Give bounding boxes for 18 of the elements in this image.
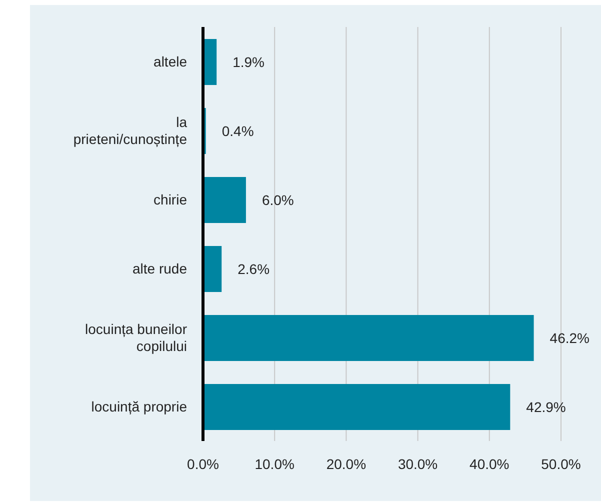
data-label: 1.9% — [232, 54, 265, 70]
data-label: 2.6% — [238, 260, 270, 277]
x-tick-label: 20.0% — [326, 456, 366, 472]
y-tick-label: locuința buneilor copilului — [85, 321, 188, 354]
y-tick-label: alte rude — [132, 260, 188, 276]
y-tick-label: chirie — [154, 192, 188, 208]
x-tick-label: 30.0% — [398, 456, 438, 472]
x-tick-label: 40.0% — [470, 456, 510, 472]
data-label: 42.9% — [526, 398, 566, 415]
y-tick-label: altele — [154, 54, 188, 70]
data-label: 6.0% — [262, 192, 294, 208]
x-tick-label: 10.0% — [254, 456, 294, 472]
y-tick-label: la prieteni/cunoștințe — [73, 114, 188, 147]
data-label: 0.4% — [222, 122, 254, 139]
x-tick-label: 50.0% — [541, 456, 581, 472]
x-tick-label: 0.0% — [187, 456, 219, 472]
data-label: 46.2% — [550, 330, 590, 346]
y-tick-label: locuință proprie — [91, 398, 188, 414]
